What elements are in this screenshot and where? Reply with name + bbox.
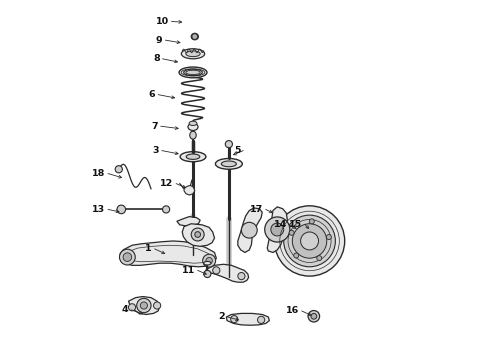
Circle shape (271, 223, 284, 236)
Polygon shape (128, 297, 160, 315)
Circle shape (120, 249, 135, 265)
Circle shape (231, 316, 238, 323)
Circle shape (326, 234, 331, 239)
Ellipse shape (189, 121, 197, 126)
Text: 7: 7 (151, 122, 158, 131)
Circle shape (204, 270, 211, 278)
Circle shape (203, 254, 216, 267)
Circle shape (265, 217, 290, 242)
Circle shape (192, 34, 197, 40)
Circle shape (300, 232, 318, 250)
Polygon shape (267, 207, 287, 252)
Circle shape (317, 256, 322, 261)
Circle shape (274, 206, 344, 276)
Circle shape (242, 222, 257, 238)
Text: 13: 13 (92, 205, 105, 214)
Polygon shape (205, 264, 248, 282)
Text: 14: 14 (274, 220, 287, 229)
Circle shape (308, 311, 319, 322)
Circle shape (238, 273, 245, 280)
Text: 15: 15 (289, 220, 302, 229)
Ellipse shape (179, 67, 207, 78)
Circle shape (123, 253, 132, 261)
Circle shape (294, 253, 299, 258)
Polygon shape (182, 224, 215, 246)
Polygon shape (177, 217, 200, 226)
Ellipse shape (180, 152, 206, 162)
Text: 16: 16 (286, 306, 299, 315)
Circle shape (117, 205, 125, 214)
Text: 12: 12 (160, 179, 173, 188)
Text: 4: 4 (122, 305, 128, 314)
Text: 17: 17 (250, 205, 263, 214)
Polygon shape (238, 208, 262, 252)
Text: 3: 3 (152, 146, 159, 155)
Ellipse shape (184, 69, 202, 76)
Ellipse shape (191, 33, 198, 40)
Circle shape (206, 257, 212, 264)
Ellipse shape (181, 49, 205, 59)
Ellipse shape (204, 261, 211, 265)
Ellipse shape (186, 154, 200, 159)
Circle shape (284, 215, 335, 267)
Circle shape (309, 219, 314, 224)
Circle shape (128, 304, 136, 311)
Circle shape (191, 228, 204, 241)
Text: 18: 18 (92, 169, 105, 178)
Circle shape (140, 302, 147, 309)
Ellipse shape (188, 123, 198, 131)
Polygon shape (226, 314, 270, 325)
Circle shape (311, 314, 317, 319)
Circle shape (195, 231, 200, 237)
Ellipse shape (221, 161, 236, 167)
Text: 1: 1 (145, 244, 152, 253)
Text: 9: 9 (156, 36, 163, 45)
Text: 6: 6 (149, 90, 155, 99)
Circle shape (137, 298, 151, 313)
Text: 10: 10 (155, 17, 169, 26)
Circle shape (115, 166, 122, 173)
Circle shape (289, 230, 294, 235)
Circle shape (163, 206, 170, 213)
Circle shape (293, 224, 327, 258)
Circle shape (153, 302, 161, 309)
Ellipse shape (190, 131, 196, 139)
Circle shape (213, 267, 220, 274)
Text: 11: 11 (181, 266, 195, 275)
Text: 2: 2 (218, 312, 225, 321)
Circle shape (258, 316, 265, 323)
Polygon shape (120, 241, 216, 267)
Text: 5: 5 (234, 146, 240, 155)
Ellipse shape (225, 140, 232, 148)
Ellipse shape (216, 158, 243, 169)
Ellipse shape (186, 51, 200, 57)
Polygon shape (184, 185, 195, 195)
Text: 8: 8 (153, 54, 160, 63)
